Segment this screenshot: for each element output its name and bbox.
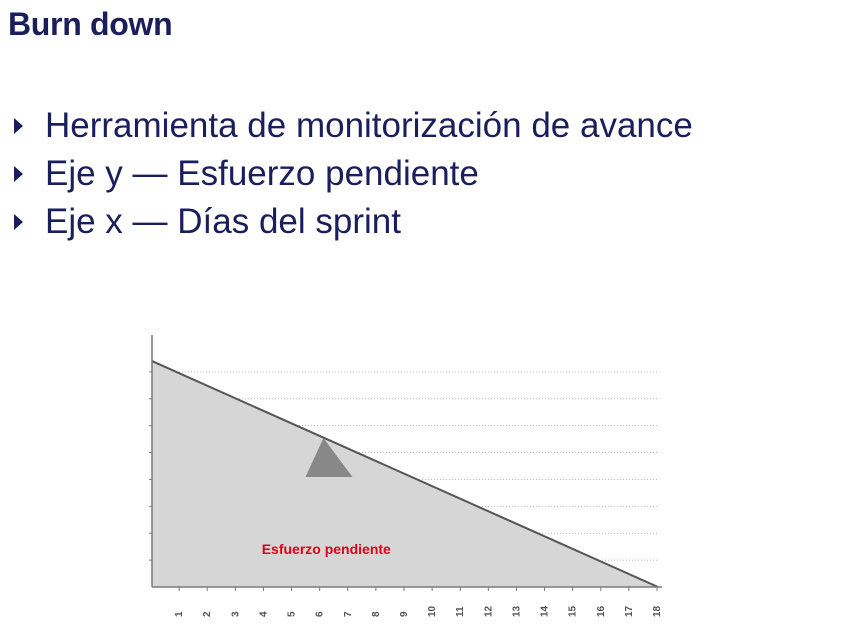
bullet-item: Eje y — Esfuerzo pendiente — [12, 150, 693, 198]
bullet-text: Herramienta de monitorización de avance — [45, 106, 693, 145]
x-tick-label: 14 — [540, 605, 551, 617]
x-tick-label: 12 — [483, 605, 494, 617]
x-tick-label: 15 — [568, 605, 579, 617]
x-tick-label: 4 — [258, 611, 269, 617]
bullet-list: Herramienta de monitorización de avance … — [12, 102, 693, 246]
bullet-arrow-icon — [14, 214, 23, 230]
bullet-arrow-icon — [14, 118, 23, 134]
bullet-item: Herramienta de monitorización de avance — [12, 102, 693, 150]
x-tick-label: 2 — [202, 611, 213, 617]
x-tick-label: 11 — [455, 606, 466, 617]
x-tick-label: 3 — [230, 611, 241, 617]
bullet-arrow-icon — [14, 166, 23, 182]
slide-title: Burn down — [8, 6, 173, 42]
x-tick-label: 13 — [511, 605, 522, 617]
x-tick-label: 8 — [371, 611, 382, 617]
x-tick-label: 18 — [652, 605, 663, 617]
x-tick-label: 16 — [596, 605, 607, 617]
x-tick-label: 17 — [624, 605, 635, 617]
bullet-text: Eje x — Días del sprint — [45, 202, 401, 241]
area-label: Esfuerzo pendiente — [262, 541, 391, 557]
bullet-text: Eje y — Esfuerzo pendiente — [45, 154, 479, 193]
x-tick-label: 10 — [427, 605, 438, 617]
x-tick-label: 7 — [343, 611, 354, 617]
x-tick-label: 9 — [399, 611, 410, 617]
x-tick-label: 6 — [315, 611, 326, 617]
x-tick-label: 1 — [174, 611, 185, 617]
bullet-item: Eje x — Días del sprint — [12, 198, 693, 246]
arrow-marker-icon — [305, 438, 353, 478]
x-tick-label: 5 — [287, 611, 298, 617]
burndown-line — [151, 360, 659, 588]
